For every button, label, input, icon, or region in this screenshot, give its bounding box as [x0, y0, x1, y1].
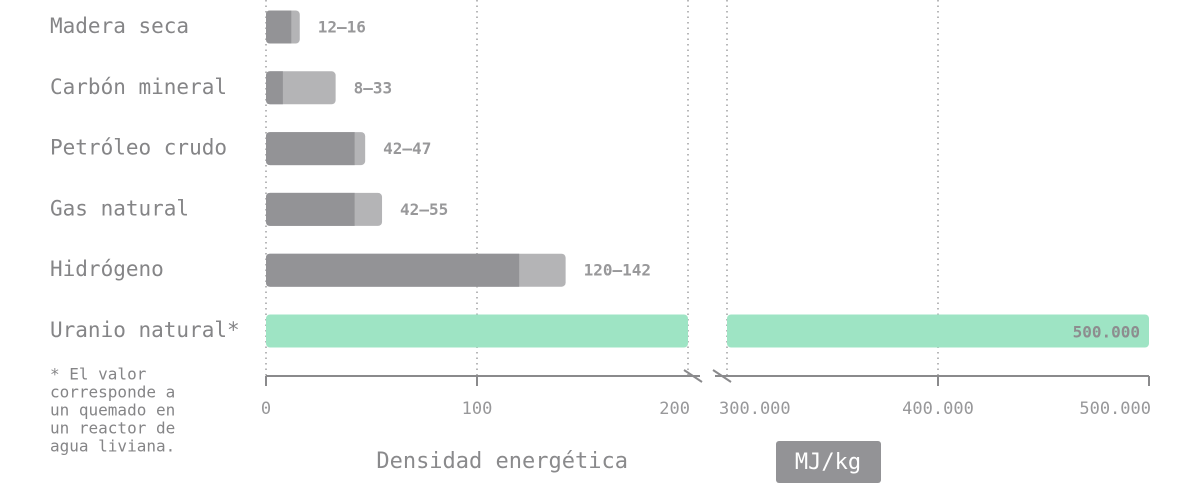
- value-label: 42–55: [400, 200, 448, 219]
- x-tick-label: 100: [462, 399, 493, 419]
- x-tick-label: 0: [261, 399, 271, 419]
- x-axis-label: Densidad energética: [376, 449, 628, 474]
- category-label: Carbón mineral: [50, 75, 227, 99]
- value-label: 42–47: [383, 139, 431, 158]
- x-tick-label: 200: [659, 399, 690, 419]
- bar-low: [266, 10, 292, 44]
- unit-label: MJ/kg: [795, 450, 861, 475]
- x-tick-label: 500.000: [1079, 399, 1151, 419]
- bar: [266, 314, 688, 348]
- footnote: corresponde a: [50, 383, 175, 402]
- category-label: Uranio natural*: [50, 318, 240, 342]
- category-label: Hidrógeno: [50, 257, 164, 281]
- bar-low: [266, 71, 283, 105]
- value-label: 12–16: [318, 18, 366, 37]
- bar: [727, 314, 1149, 348]
- bar-range: [266, 71, 336, 105]
- x-tick-label: 400.000: [902, 399, 974, 419]
- bar-low: [266, 192, 355, 226]
- axis-break: [683, 369, 703, 383]
- bar-low: [266, 253, 520, 287]
- x-tick-label: 300.000: [719, 399, 791, 419]
- category-label: Madera seca: [50, 14, 189, 38]
- value-label: 120–142: [584, 261, 651, 280]
- footnote: * El valor: [50, 365, 147, 384]
- footnote: agua liviana.: [50, 437, 175, 456]
- unit-box: [776, 441, 881, 483]
- value-label: 8–33: [354, 78, 393, 97]
- category-label: Petróleo crudo: [50, 136, 227, 160]
- category-label: Gas natural: [50, 196, 189, 220]
- footnote: un reactor de: [50, 419, 175, 438]
- bar-low: [266, 132, 355, 166]
- value-label: 500.000: [1073, 323, 1140, 342]
- axis-break: [712, 369, 732, 383]
- footnote: un quemado en: [50, 401, 175, 420]
